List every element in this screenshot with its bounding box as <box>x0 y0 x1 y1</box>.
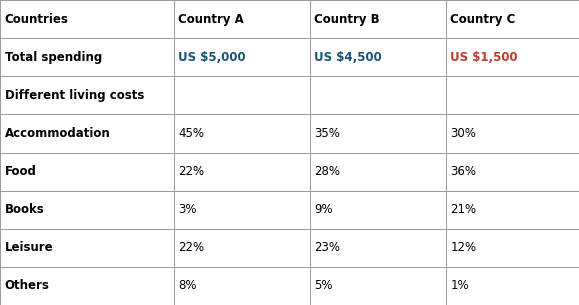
Text: Country A: Country A <box>178 13 244 26</box>
Bar <box>310 152 446 191</box>
Bar <box>0 38 174 76</box>
Bar <box>174 191 310 229</box>
Text: 22%: 22% <box>178 165 204 178</box>
Text: Country C: Country C <box>450 13 516 26</box>
Bar <box>446 114 579 152</box>
Text: US $5,000: US $5,000 <box>178 51 246 64</box>
Bar <box>446 191 579 229</box>
Text: 9%: 9% <box>314 203 333 216</box>
Text: 30%: 30% <box>450 127 477 140</box>
Bar <box>0 229 174 267</box>
Bar <box>446 152 579 191</box>
Bar <box>174 0 310 38</box>
Bar <box>310 38 446 76</box>
Text: Countries: Countries <box>5 13 68 26</box>
Text: Accommodation: Accommodation <box>5 127 111 140</box>
Text: 3%: 3% <box>178 203 197 216</box>
Bar <box>446 229 579 267</box>
Bar <box>310 114 446 152</box>
Bar <box>174 229 310 267</box>
Bar <box>174 76 310 114</box>
Text: 35%: 35% <box>314 127 340 140</box>
Bar <box>0 76 174 114</box>
Bar <box>0 114 174 152</box>
Bar <box>310 267 446 305</box>
Text: Total spending: Total spending <box>5 51 102 64</box>
Bar <box>0 191 174 229</box>
Text: Food: Food <box>5 165 36 178</box>
Bar <box>446 38 579 76</box>
Bar <box>174 152 310 191</box>
Text: US $4,500: US $4,500 <box>314 51 382 64</box>
Bar <box>446 76 579 114</box>
Bar <box>310 76 446 114</box>
Text: Leisure: Leisure <box>5 241 53 254</box>
Text: 45%: 45% <box>178 127 204 140</box>
Bar <box>310 0 446 38</box>
Text: Others: Others <box>5 279 50 292</box>
Text: 36%: 36% <box>450 165 477 178</box>
Bar <box>0 0 174 38</box>
Text: Books: Books <box>5 203 45 216</box>
Bar <box>174 114 310 152</box>
Bar <box>446 267 579 305</box>
Bar <box>310 191 446 229</box>
Text: 8%: 8% <box>178 279 197 292</box>
Bar <box>174 267 310 305</box>
Bar <box>0 152 174 191</box>
Text: 28%: 28% <box>314 165 340 178</box>
Text: 22%: 22% <box>178 241 204 254</box>
Text: Different living costs: Different living costs <box>5 89 144 102</box>
Text: 5%: 5% <box>314 279 333 292</box>
Text: 12%: 12% <box>450 241 477 254</box>
Text: Country B: Country B <box>314 13 380 26</box>
Bar <box>446 0 579 38</box>
Text: 23%: 23% <box>314 241 340 254</box>
Text: 1%: 1% <box>450 279 469 292</box>
Text: 21%: 21% <box>450 203 477 216</box>
Text: US $1,500: US $1,500 <box>450 51 518 64</box>
Bar <box>174 38 310 76</box>
Bar <box>310 229 446 267</box>
Bar <box>0 267 174 305</box>
